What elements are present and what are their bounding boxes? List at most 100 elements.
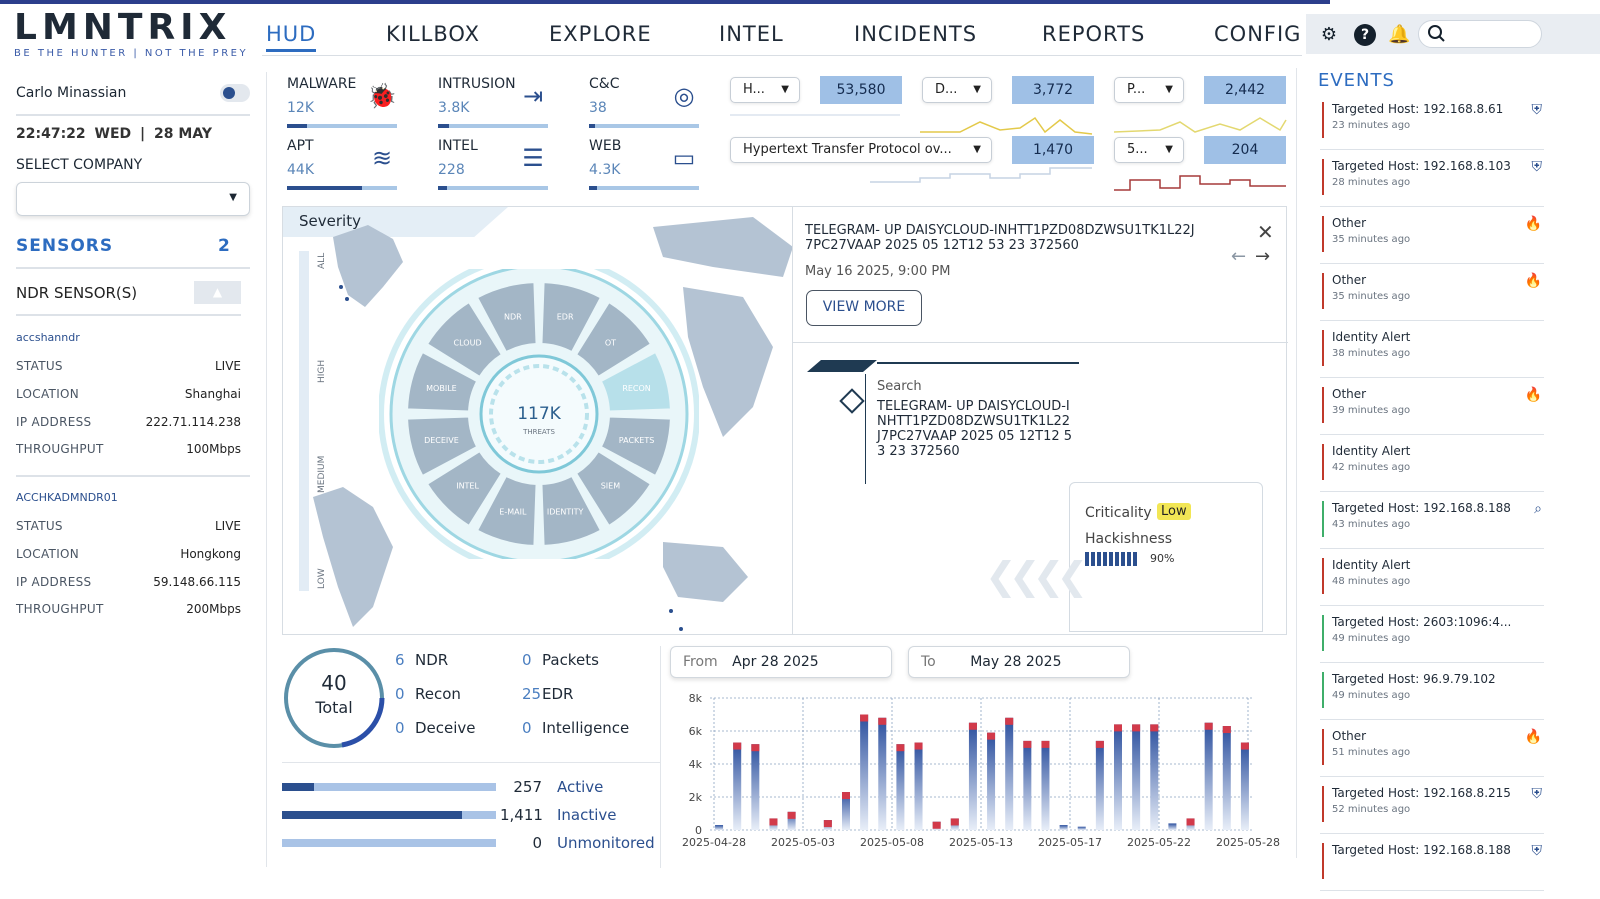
sensor-ip: 222.71.114.238 xyxy=(145,415,241,429)
wheel-segment xyxy=(425,300,504,379)
search-icon xyxy=(1428,25,1445,42)
event-item[interactable]: Targeted Host: 192.168.8.103 28 minutes a… xyxy=(1320,155,1544,207)
arrow-left-icon[interactable]: ← xyxy=(1231,246,1247,267)
x-tick-label: 2025-05-13 xyxy=(949,836,1013,849)
event-item[interactable]: Targeted Host: 96.9.79.102 49 minutes ago xyxy=(1320,668,1544,720)
user-toggle[interactable] xyxy=(220,84,250,102)
event-item[interactable]: Targeted Host: 192.168.8.188 43 minutes a… xyxy=(1320,497,1544,549)
filter-dropdown[interactable]: P... ▼ xyxy=(1114,77,1184,103)
fire-icon: 🔥 xyxy=(1524,273,1542,289)
status-label: Active xyxy=(557,778,604,796)
fire-icon: 🔥 xyxy=(1524,216,1542,232)
close-icon[interactable]: ✕ xyxy=(1257,220,1274,244)
from-date-field[interactable]: From Apr 28 2025 xyxy=(670,646,892,678)
wheel-segment-label: MOBILE xyxy=(426,384,457,393)
chart-bar-cap xyxy=(1204,722,1213,730)
help-icon[interactable]: ? xyxy=(1354,24,1376,46)
criticality-label: Criticality xyxy=(1085,505,1152,521)
sensor-name[interactable]: ACCHKADMNDR01 xyxy=(16,491,118,504)
search-input[interactable] xyxy=(1418,20,1542,48)
bug-icon: 🐞 xyxy=(367,82,397,110)
collapse-button[interactable]: ▲ xyxy=(194,281,241,304)
hackishness-label: Hackishness xyxy=(1085,531,1173,547)
gear-icon[interactable]: ⚙ xyxy=(1320,24,1338,45)
filter-label: D... xyxy=(935,82,958,97)
filter-dropdown[interactable]: D... ▼ xyxy=(922,77,992,103)
status-label: Inactive xyxy=(557,806,617,824)
event-severity-bar xyxy=(1322,330,1324,366)
event-item[interactable]: Targeted Host: 192.168.8.215 52 minutes a… xyxy=(1320,782,1544,834)
event-title: Targeted Host: 192.168.8.215 xyxy=(1332,786,1511,800)
user-name: Carlo Minassian xyxy=(16,85,127,101)
filter-dropdown[interactable]: 5... ▼ xyxy=(1114,137,1184,163)
event-title: Other xyxy=(1332,387,1367,401)
event-item[interactable]: Targeted Host: 2603:1096:4... 49 minutes … xyxy=(1320,611,1544,663)
world-map xyxy=(313,217,793,631)
filter-label: H... xyxy=(743,82,765,97)
event-severity-bar xyxy=(1322,387,1324,423)
event-item[interactable]: Identity Alert 38 minutes ago xyxy=(1320,326,1544,378)
nav-killbox[interactable]: KILLBOX xyxy=(386,22,480,46)
stat-value: 12K xyxy=(287,100,314,116)
status-progress xyxy=(282,811,496,819)
chart-bar-cap xyxy=(1222,726,1231,734)
event-severity-bar xyxy=(1322,444,1324,480)
event-item[interactable]: Identity Alert 48 minutes ago xyxy=(1320,554,1544,606)
view-more-button[interactable]: VIEW MORE xyxy=(806,290,922,326)
chart-bar xyxy=(896,744,905,830)
arrow-right-icon[interactable]: → xyxy=(1255,246,1271,267)
caret-down-icon: ▼ xyxy=(973,84,981,95)
filter-count: 2,442 xyxy=(1204,76,1286,104)
event-item[interactable]: Other 35 minutes ago 🔥 xyxy=(1320,212,1544,264)
stat-value: 44K xyxy=(287,162,314,178)
stat-title: APT xyxy=(287,138,314,154)
company-select[interactable]: ▼ xyxy=(16,182,250,216)
hackishness-value: 90% xyxy=(1150,552,1175,565)
nav-config[interactable]: CONFIG xyxy=(1214,22,1302,46)
bell-icon[interactable]: 🔔 xyxy=(1388,24,1411,45)
wheel-segment xyxy=(540,281,603,354)
wheel-segment-label: RECON xyxy=(622,384,650,393)
legend-label: Packets xyxy=(542,651,599,669)
chevrons-left-icon: ❮❮❮❮ xyxy=(985,554,1088,598)
event-time: 28 minutes ago xyxy=(1332,177,1411,188)
severity-slider[interactable] xyxy=(299,251,309,591)
fire-icon: 🔥 xyxy=(1524,387,1542,403)
filter-dropdown[interactable]: H... ▼ xyxy=(730,77,800,103)
to-date-field[interactable]: To May 28 2025 xyxy=(908,646,1130,678)
nav-reports[interactable]: REPORTS xyxy=(1042,22,1146,46)
nav-explore[interactable]: EXPLORE xyxy=(549,22,652,46)
event-severity-bar xyxy=(1322,615,1324,651)
nav-hud[interactable]: HUD xyxy=(266,22,317,52)
event-item[interactable]: Identity Alert 42 minutes ago xyxy=(1320,440,1544,492)
stat-value: 228 xyxy=(438,162,465,178)
filter-dropdown[interactable]: Hypertext Transfer Protocol ov... ▼ xyxy=(730,137,992,163)
filter-label: 5... xyxy=(1127,142,1148,157)
status-count: 0 xyxy=(532,834,542,852)
logo[interactable]: LMNTRIX BE THE HUNTER | NOT THE PREY xyxy=(14,10,254,60)
event-item[interactable]: Other 51 minutes ago 🔥 xyxy=(1320,725,1544,777)
stat-title: INTEL xyxy=(438,138,478,154)
nav-incidents[interactable]: INCIDENTS xyxy=(854,22,978,46)
stat-progress xyxy=(589,186,699,190)
column-divider xyxy=(1296,68,1297,858)
stat-progress xyxy=(287,124,397,128)
legend-count: 25 xyxy=(522,685,542,703)
event-item[interactable]: Targeted Host: 192.168.8.188 ⛨ xyxy=(1320,839,1544,891)
x-tick-label: 2025-05-17 xyxy=(1038,836,1102,849)
event-item[interactable]: Targeted Host: 192.168.8.61 23 minutes ag… xyxy=(1320,98,1544,150)
event-item[interactable]: Other 39 minutes ago 🔥 xyxy=(1320,383,1544,435)
event-item[interactable]: Other 35 minutes ago 🔥 xyxy=(1320,269,1544,321)
divider xyxy=(16,475,250,477)
wheel-segment xyxy=(574,449,653,528)
legend-count: 0 xyxy=(395,685,405,703)
shield-icon: ⛨ xyxy=(1531,843,1543,859)
sensor-name[interactable]: accshanndr xyxy=(16,331,80,344)
chart-bar-cap xyxy=(823,820,832,828)
event-severity-bar xyxy=(1322,786,1324,822)
filter-label: Hypertext Transfer Protocol ov... xyxy=(743,142,952,157)
event-title: Other xyxy=(1332,216,1367,230)
nav-intel[interactable]: INTEL xyxy=(719,22,784,46)
event-severity-bar xyxy=(1322,273,1324,309)
menu-icon: ☰ xyxy=(522,144,544,172)
